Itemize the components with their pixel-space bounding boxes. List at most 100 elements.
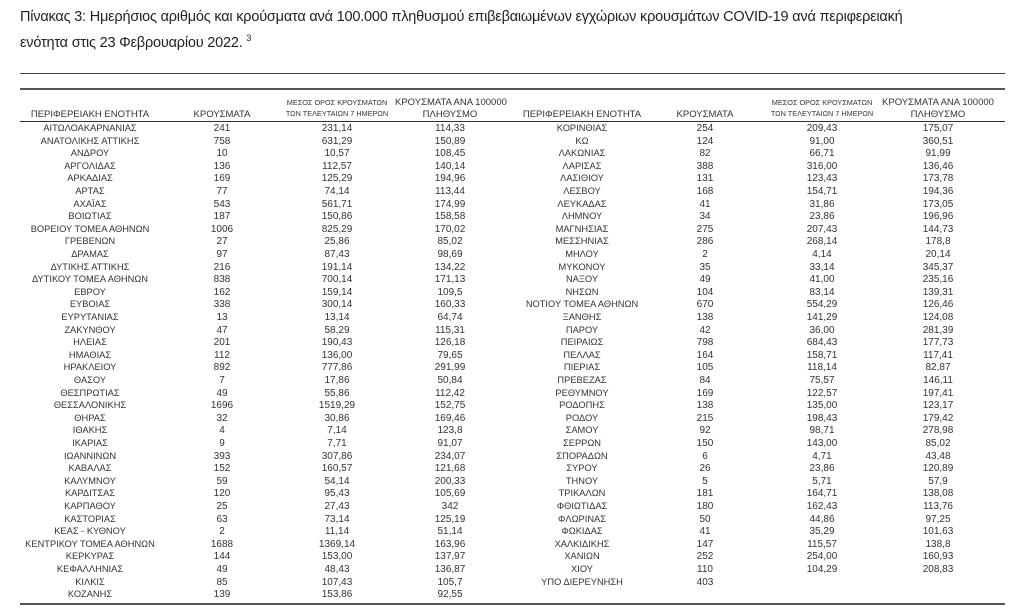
per100k-cell: 146,11: [923, 375, 953, 386]
cases-cell: 41: [699, 198, 711, 210]
cases-cell: 35: [699, 261, 711, 273]
avg-cell: 48,43: [324, 564, 350, 575]
region-cell: ΡΕΘΥΜΝΟΥ: [555, 387, 609, 398]
per100k-cell: 91,99: [925, 148, 951, 160]
region-cell: ΡΟΔΟΥ: [565, 412, 599, 423]
cases-cell: 670: [696, 299, 714, 311]
region-cell: ΘΕΣΠΡΩΤΙΑΣ: [60, 387, 120, 398]
avg-cell: 162,43: [806, 501, 838, 512]
cases-cell: 2: [219, 526, 225, 538]
per100k-cell: 64,74: [437, 312, 463, 323]
table-caption-line1: Πίνακας 3: Ημερήσιος αριθμός και κρούσμα…: [20, 9, 903, 25]
header-underline: [20, 121, 1005, 122]
per100k-cell: 126,18: [434, 337, 466, 349]
avg-cell: 1519,29: [318, 400, 356, 412]
region-cell: ΚΑΛΥΜΝΟΥ: [64, 475, 116, 486]
region-cell: ΑΡΓΟΛΙΔΑΣ: [64, 160, 116, 171]
region-cell: ΠΡΕΒΕΖΑΣ: [557, 375, 607, 385]
per100k-cell: 134,22: [434, 261, 466, 273]
per100k-cell: 85,02: [925, 438, 951, 449]
cases-cell: 1696: [210, 400, 234, 412]
header-avg-line1-right: ΜΕΣΟΣ ΟΡΟΣ ΚΡΟΥΣΜΑΤΩΝ: [771, 98, 873, 107]
cases-cell: 403: [696, 576, 714, 588]
avg-cell: 118,14: [807, 362, 837, 374]
cases-cell: 152: [213, 463, 231, 475]
avg-cell: 23,86: [809, 463, 835, 475]
region-cell: ΛΕΣΒΟΥ: [563, 186, 601, 196]
region-cell: ΘΗΡΑΣ: [74, 412, 106, 423]
region-cell: ΗΜΑΘΙΑΣ: [68, 349, 112, 360]
region-cell: ΑΡΤΑΣ: [75, 186, 105, 196]
avg-cell: 55,86: [324, 387, 350, 399]
per100k-cell: 97,25: [925, 513, 951, 525]
per100k-cell: 173,05: [922, 198, 954, 210]
region-cell: ΚΩ: [575, 135, 589, 146]
header-per100k-line2: ΠΛΗΘΥΣΜΟ: [422, 109, 478, 120]
avg-cell: 125,29: [321, 173, 353, 185]
cases-cell: 7: [219, 375, 225, 386]
cases-cell: 131: [696, 173, 714, 185]
region-cell: ΠΙΕΡΙΑΣ: [563, 362, 601, 373]
avg-cell: 115,57: [807, 538, 837, 550]
per100k-cell: 57,9: [928, 475, 948, 487]
avg-cell: 207,43: [806, 223, 838, 235]
region-cell: ΚΕΦΑΛΛΗΝΙΑΣ: [56, 564, 124, 574]
per100k-cell: 136,46: [922, 160, 954, 172]
avg-cell: 561,71: [321, 198, 353, 210]
cases-cell: 13: [216, 312, 228, 323]
cases-cell: 150: [696, 438, 714, 449]
avg-cell: 825,29: [321, 223, 353, 235]
cases-cell: 104: [696, 286, 714, 298]
cases-cell: 164: [696, 349, 714, 361]
avg-cell: 316,00: [806, 160, 838, 172]
avg-cell: 154,71: [806, 186, 838, 197]
avg-cell: 268,14: [806, 236, 838, 248]
header-avg-line1: ΜΕΣΟΣ ΟΡΟΣ ΚΡΟΥΣΜΑΤΩΝ: [286, 98, 388, 107]
per100k-cell: 82,87: [925, 362, 951, 374]
per100k-cell: 124,08: [922, 312, 954, 323]
per100k-cell: 109,5: [437, 286, 463, 298]
cases-cell: 216: [213, 261, 231, 273]
region-cell: ΛΑΡΙΣΑΣ: [562, 160, 602, 171]
cases-cell: 215: [696, 412, 714, 424]
region-cell: ΜΗΛΟΥ: [565, 249, 599, 259]
avg-cell: 75,57: [809, 375, 835, 386]
per100k-cell: 137,97: [434, 551, 466, 563]
region-cell: ΣΠΟΡΑΔΩΝ: [556, 450, 608, 461]
cases-cell: 139: [213, 589, 231, 601]
per100k-cell: 163,96: [434, 538, 466, 550]
avg-cell: 30,86: [324, 412, 350, 424]
region-cell: ΔΥΤΙΚΗΣ ΑΤΤΙΚΗΣ: [50, 261, 130, 272]
region-cell: ΠΕΙΡΑΙΩΣ: [560, 337, 604, 348]
avg-cell: 684,43: [806, 337, 838, 349]
cases-cell: 388: [696, 160, 714, 172]
per100k-cell: 113,76: [923, 501, 953, 512]
cases-cell: 1688: [210, 538, 234, 550]
region-cell: ΙΩΑΝΝΙΝΩΝ: [63, 450, 117, 461]
region-cell: ΤΗΝΟΥ: [565, 475, 599, 486]
avg-cell: 107,43: [321, 576, 353, 588]
region-cell: ΚΙΛΚΙΣ: [75, 576, 105, 587]
region-cell: ΜΕΣΣΗΝΙΑΣ: [555, 236, 609, 247]
region-cell: ΑΙΤΩΛΟΑΚΑΡΝΑΝΙΑΣ: [43, 123, 137, 133]
avg-cell: 10,57: [324, 148, 350, 160]
avg-cell: 4,71: [812, 450, 832, 462]
cases-cell: 32: [216, 412, 228, 424]
cases-cell: 254: [696, 123, 714, 134]
avg-cell: 11,14: [324, 526, 350, 538]
cases-cell: 105: [696, 362, 714, 374]
avg-cell: 7,14: [327, 425, 347, 437]
region-cell: ΗΛΕΙΑΣ: [73, 337, 107, 348]
region-cell: ΚΟΖΑΝΗΣ: [67, 589, 113, 600]
header-avg-line2-right: ΤΩΝ ΤΕΛΕΥΤΑΙΩΝ 7 ΗΜΕΡΩΝ: [770, 109, 874, 118]
region-cell: ΠΕΛΛΑΣ: [563, 349, 601, 360]
cases-cell: 110: [697, 564, 713, 575]
region-cell: ΓΡΕΒΕΝΩΝ: [64, 236, 116, 247]
cases-cell: 1006: [210, 223, 234, 235]
cases-cell: 85: [216, 576, 228, 588]
per100k-cell: 194,36: [922, 186, 954, 197]
table-caption-line2: ενότητα στις 23 Φεβρουαρίου 2022. 3: [20, 33, 251, 51]
cases-cell: 180: [696, 501, 714, 512]
cases-cell: 169: [696, 387, 714, 399]
avg-cell: 198,43: [806, 412, 838, 424]
